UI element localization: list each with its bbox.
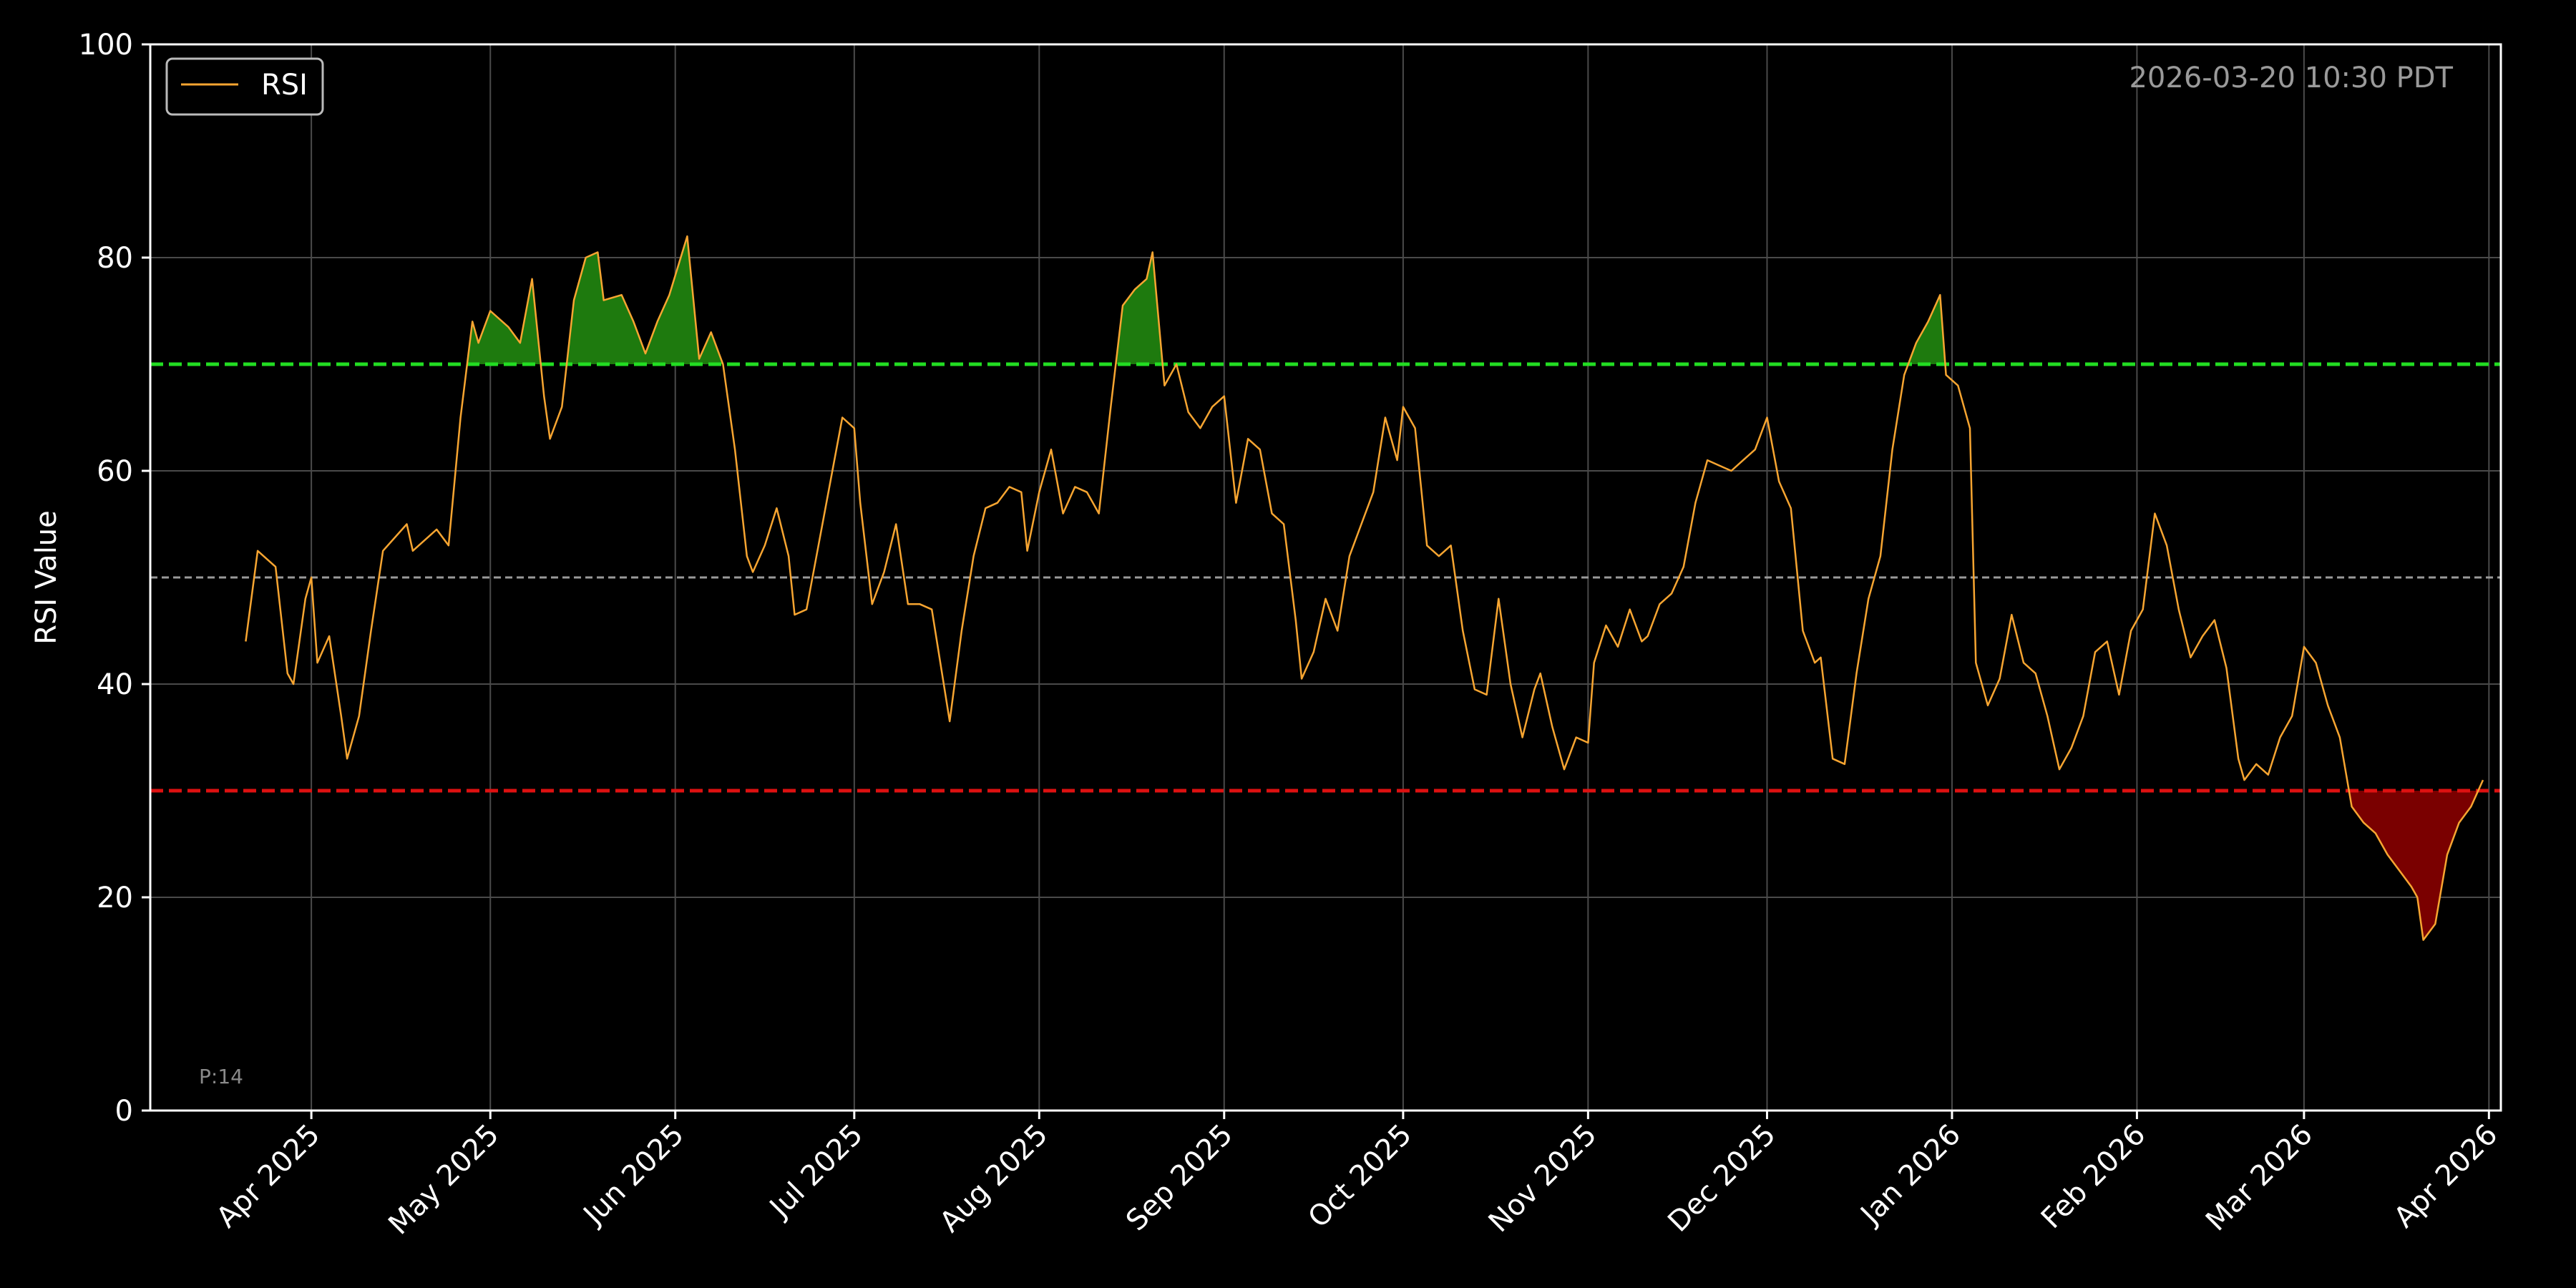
overbought-fill [1116, 252, 1163, 364]
overbought-fill [467, 278, 541, 364]
reference-lines [150, 362, 2501, 793]
threshold-fills [467, 236, 2479, 940]
y-tick-label: 100 [79, 29, 133, 62]
y-tick-label: 20 [97, 882, 133, 914]
y-axis-ticks: 0 20 40 60 80 100 [79, 29, 150, 1128]
y-tick-label: 60 [97, 455, 133, 488]
y-tick-label: 0 [115, 1095, 133, 1128]
timestamp-label: 2026-03-20 10:30 PDT [2129, 62, 2453, 94]
rsi-series [245, 235, 2484, 941]
y-tick-label: 40 [97, 668, 133, 701]
period-label: P:14 [199, 1065, 243, 1088]
overbought-fill [567, 236, 723, 364]
y-axis-title: RSI Value [30, 510, 63, 645]
overbought-fill [1908, 295, 1946, 364]
rsi-line [245, 235, 2484, 941]
plot-frame [149, 43, 2502, 1112]
y-tick-label: 80 [97, 242, 133, 275]
legend-label-rsi: RSI [261, 69, 308, 102]
legend: RSI [165, 57, 324, 116]
legend-box [165, 57, 324, 116]
oversold-fill [2348, 791, 2479, 940]
